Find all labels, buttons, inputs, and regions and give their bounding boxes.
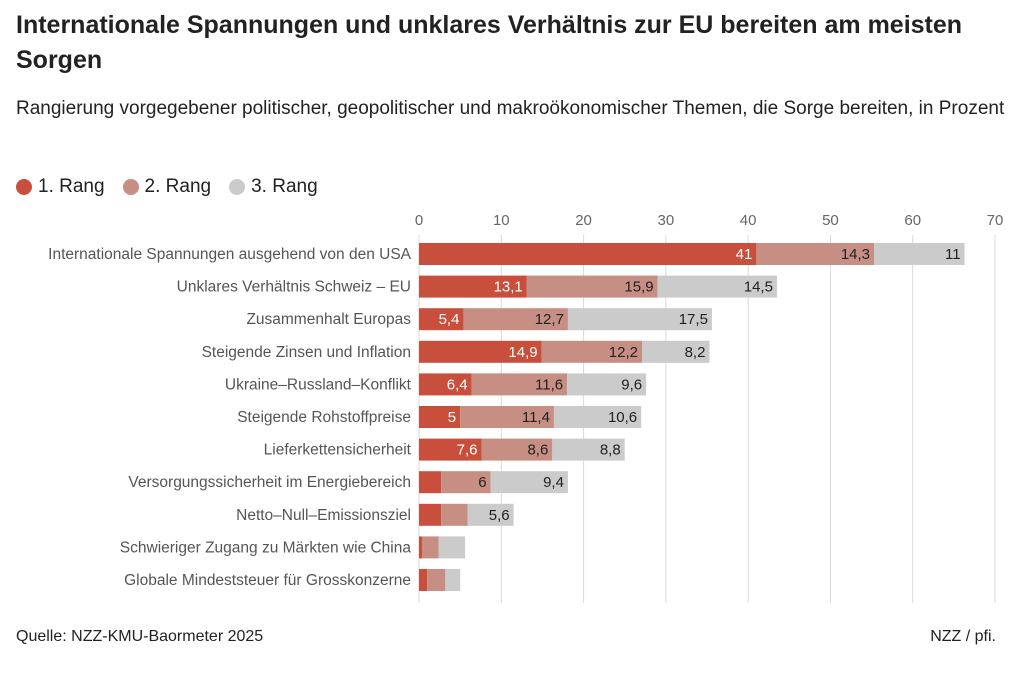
category-label: Schwieriger Zugang zu Märkten wie China <box>120 539 412 556</box>
data-label-rang-3: 8,2 <box>685 344 706 361</box>
bar-segment-rang-2 <box>526 275 658 298</box>
data-label-rang-1: 41 <box>736 246 753 263</box>
data-label-rang-3: 9,4 <box>543 474 564 491</box>
data-label-rang-3: 11 <box>945 246 961 263</box>
bar-segment-rang-3 <box>438 536 466 559</box>
bar-segment-rang-3 <box>552 438 625 461</box>
bar-segment-rang-1 <box>419 438 482 461</box>
bar-segment-rang-1 <box>419 503 442 526</box>
bar-segment-rang-3 <box>467 503 514 526</box>
x-tick-label-0: 0 <box>415 212 423 229</box>
chart-title: Internationale Spannungen und unklares V… <box>16 11 963 74</box>
bar-segment-rang-1 <box>419 569 428 591</box>
legend-swatch-rang-3 <box>229 179 246 195</box>
credit-note: NZZ / pfi. <box>930 628 996 645</box>
data-label-rang-2: 6 <box>478 474 486 491</box>
data-label-rang-2: 15,9 <box>624 279 653 296</box>
source-note: Quelle: NZZ-KMU-Baormeter 2025 <box>16 628 264 645</box>
legend-swatch-rang-2 <box>122 179 139 195</box>
category-label: Steigende Rohstoffpreise <box>237 409 411 426</box>
category-label: Zusammenhalt Europas <box>246 311 411 328</box>
bar-segment-rang-3 <box>445 569 461 591</box>
bar-segment-rang-2 <box>460 406 554 428</box>
legend-item-rang-3: 3. Rang <box>229 176 318 198</box>
data-label-rang-2: 11,6 <box>535 376 563 393</box>
legend-label-rang-1: 1. Rang <box>38 176 105 197</box>
bar-segment-rang-1 <box>419 406 461 428</box>
data-label-rang-2: 14,3 <box>841 246 870 263</box>
x-tick-label-60: 60 <box>904 212 921 229</box>
category-label: Unklares Verhältnis Schweiz – EU <box>177 279 411 296</box>
data-label-rang-3: 8,8 <box>600 442 621 459</box>
category-label: Lieferkettensicherheit <box>264 442 412 459</box>
bar-segment-rang-2 <box>463 308 568 331</box>
bar-segment-rang-2 <box>471 373 568 396</box>
bar-segment-rang-3 <box>490 471 568 494</box>
x-tick-label-40: 40 <box>740 212 757 229</box>
bar-segment-rang-2 <box>756 243 875 265</box>
legend-item-rang-1: 1. Rang <box>16 176 105 198</box>
stacked-bar-chart: 0 10 20 30 40 50 60 70 Internationale Spannungen… <box>48 212 1004 603</box>
x-tick-label-20: 20 <box>575 212 592 229</box>
data-label-rang-2: 12,2 <box>609 344 638 361</box>
category-label: Ukraine–Russland–Konflikt <box>225 376 412 393</box>
bar-segment-rang-1 <box>419 536 423 559</box>
bar-segment-rang-2 <box>441 471 491 494</box>
bar-segment-rang-1 <box>419 275 527 298</box>
category-label: Netto–Null–Emissionsziel <box>236 507 411 524</box>
bar-segment-rang-3 <box>657 275 777 298</box>
x-tick-label-70: 70 <box>987 212 1004 229</box>
category-label: Globale Mindeststeuer für Grosskonzerne <box>124 572 411 589</box>
bar-segment-rang-3 <box>567 373 647 396</box>
bar-segment-rang-2 <box>441 503 468 526</box>
x-tick-label-10: 10 <box>493 212 510 229</box>
bar-segment-rang-3 <box>553 406 642 428</box>
bar-segment-rang-1 <box>419 471 442 494</box>
data-label-rang-1: 5,4 <box>439 311 460 328</box>
data-label-rang-2: 11,4 <box>522 409 550 426</box>
data-label-rang-1: 14,9 <box>508 344 537 361</box>
chart-subtitle: Rangierung vorgegebener politischer, geo… <box>16 98 1005 119</box>
data-label-rang-2: 8,6 <box>527 442 548 459</box>
data-label-rang-3: 17,5 <box>679 311 708 328</box>
bar-segment-rang-3 <box>874 243 965 265</box>
data-label-rang-2: 12,7 <box>535 311 564 328</box>
bar-segment-rang-3 <box>641 340 710 363</box>
legend: 1. Rang 2. Rang 3. Rang <box>16 174 336 200</box>
bar-segment-rang-1 <box>419 308 464 331</box>
category-label: Steigende Zinsen und Inflation <box>202 344 411 361</box>
data-label-rang-3: 14,5 <box>744 279 773 296</box>
bar-segment-rang-2 <box>481 438 553 461</box>
data-label-rang-3: 9,6 <box>621 376 642 393</box>
legend-item-rang-2: 2. Rang <box>122 176 212 198</box>
bar-segment-rang-1 <box>419 340 542 363</box>
bar-segment-rang-2 <box>422 536 439 559</box>
legend-swatch-rang-1 <box>16 179 32 195</box>
x-tick-label-30: 30 <box>658 212 675 229</box>
bar-segment-rang-2 <box>541 340 642 363</box>
category-label: Versorgungssicherheit im Energiebereich <box>128 474 411 491</box>
bar-segment-rang-1 <box>419 243 757 265</box>
legend-label-rang-2: 2. Rang <box>144 176 212 197</box>
data-label-rang-1: 7,6 <box>457 442 478 459</box>
bar-segment-rang-1 <box>419 373 472 396</box>
x-tick-label-50: 50 <box>822 212 839 229</box>
data-label-rang-1: 13,1 <box>494 279 523 296</box>
data-label-rang-1: 5 <box>448 409 456 426</box>
category-label: Internationale Spannungen ausgehend von … <box>48 246 411 263</box>
bar-segment-rang-2 <box>427 569 446 591</box>
legend-label-rang-3: 3. Rang <box>251 176 318 197</box>
data-label-rang-3: 5,6 <box>489 507 510 524</box>
data-label-rang-3: 10,6 <box>608 409 637 426</box>
data-label-rang-1: 6,4 <box>447 376 468 393</box>
bar-segment-rang-3 <box>567 308 712 331</box>
